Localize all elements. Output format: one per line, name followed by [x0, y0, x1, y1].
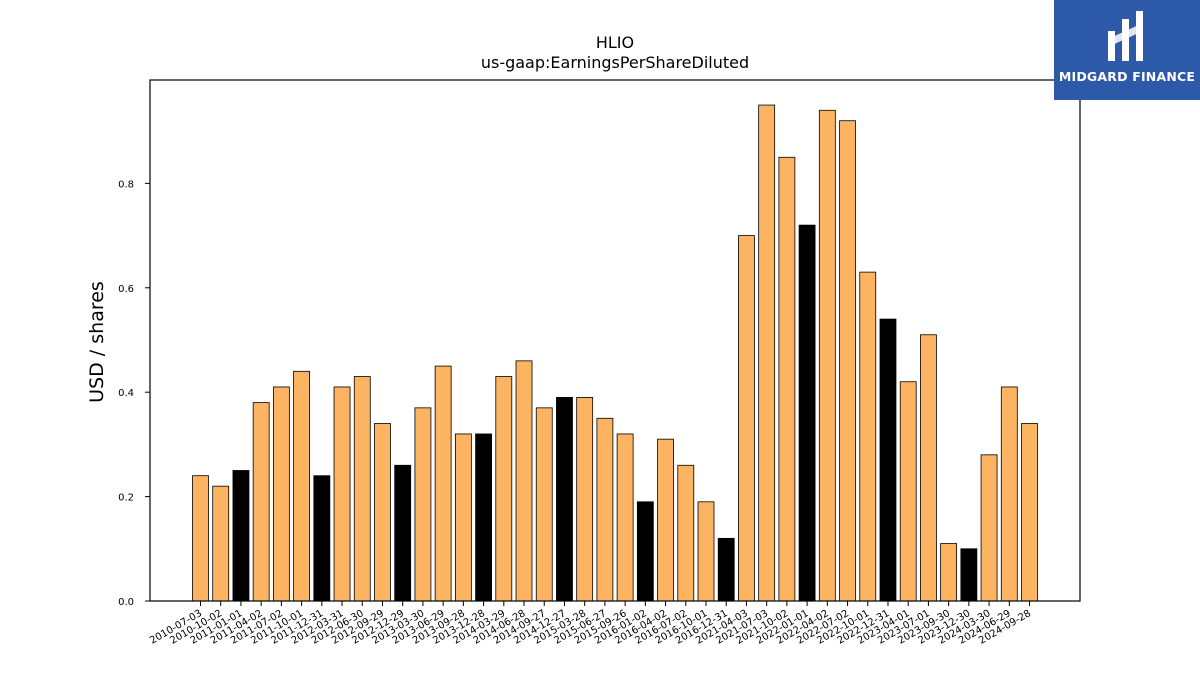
bar	[697, 501, 715, 602]
bar	[192, 475, 209, 602]
bar	[475, 433, 492, 602]
bar	[495, 376, 513, 602]
logo-text: MIDGARD FINANCE	[1058, 69, 1196, 84]
bar	[1021, 423, 1038, 602]
bar	[353, 376, 371, 602]
bar	[414, 407, 432, 602]
y-tick-label: 0.8	[118, 179, 134, 190]
bar	[333, 386, 351, 602]
bar	[839, 120, 856, 602]
bar	[636, 501, 654, 602]
bar	[798, 224, 816, 602]
bar	[313, 475, 331, 602]
y-tick-label: 0.4	[118, 388, 134, 399]
midgard-finance-logo: MIDGARD FINANCE	[1054, 0, 1200, 100]
chart-title: HLIO	[595, 33, 635, 52]
bar	[232, 470, 250, 602]
bar	[293, 370, 311, 602]
bar	[434, 365, 452, 602]
bar	[657, 438, 674, 602]
bar	[272, 386, 290, 602]
bar	[515, 360, 533, 602]
bar	[394, 464, 412, 602]
bar	[535, 407, 553, 602]
bar	[576, 397, 594, 602]
chart-subtitle: us-gaap:EarningsPerShareDiluted	[480, 53, 750, 72]
bar	[717, 537, 735, 602]
bar	[758, 104, 776, 602]
bar	[454, 433, 472, 602]
bar	[859, 271, 877, 602]
bar	[980, 454, 998, 602]
bar	[616, 433, 634, 602]
bar	[818, 109, 836, 602]
bar	[920, 334, 937, 602]
logo-mark-icon	[1108, 11, 1143, 61]
bar	[677, 464, 695, 602]
bar	[960, 548, 978, 602]
y-tick-label: 0.2	[118, 493, 134, 504]
y-tick-label: 0.6	[118, 284, 134, 295]
bar	[556, 397, 573, 602]
plot-frame	[149, 79, 1081, 602]
bar	[374, 423, 391, 602]
bar	[1000, 386, 1018, 602]
bar	[596, 417, 614, 602]
bar	[879, 318, 897, 602]
bar	[778, 156, 796, 602]
y-axis-label: USD / shares	[86, 281, 108, 403]
bar	[738, 235, 755, 602]
bar	[212, 485, 230, 602]
bar	[899, 381, 917, 602]
bar	[252, 402, 270, 602]
bar	[940, 543, 958, 602]
y-tick-label: 0.0	[118, 597, 134, 608]
